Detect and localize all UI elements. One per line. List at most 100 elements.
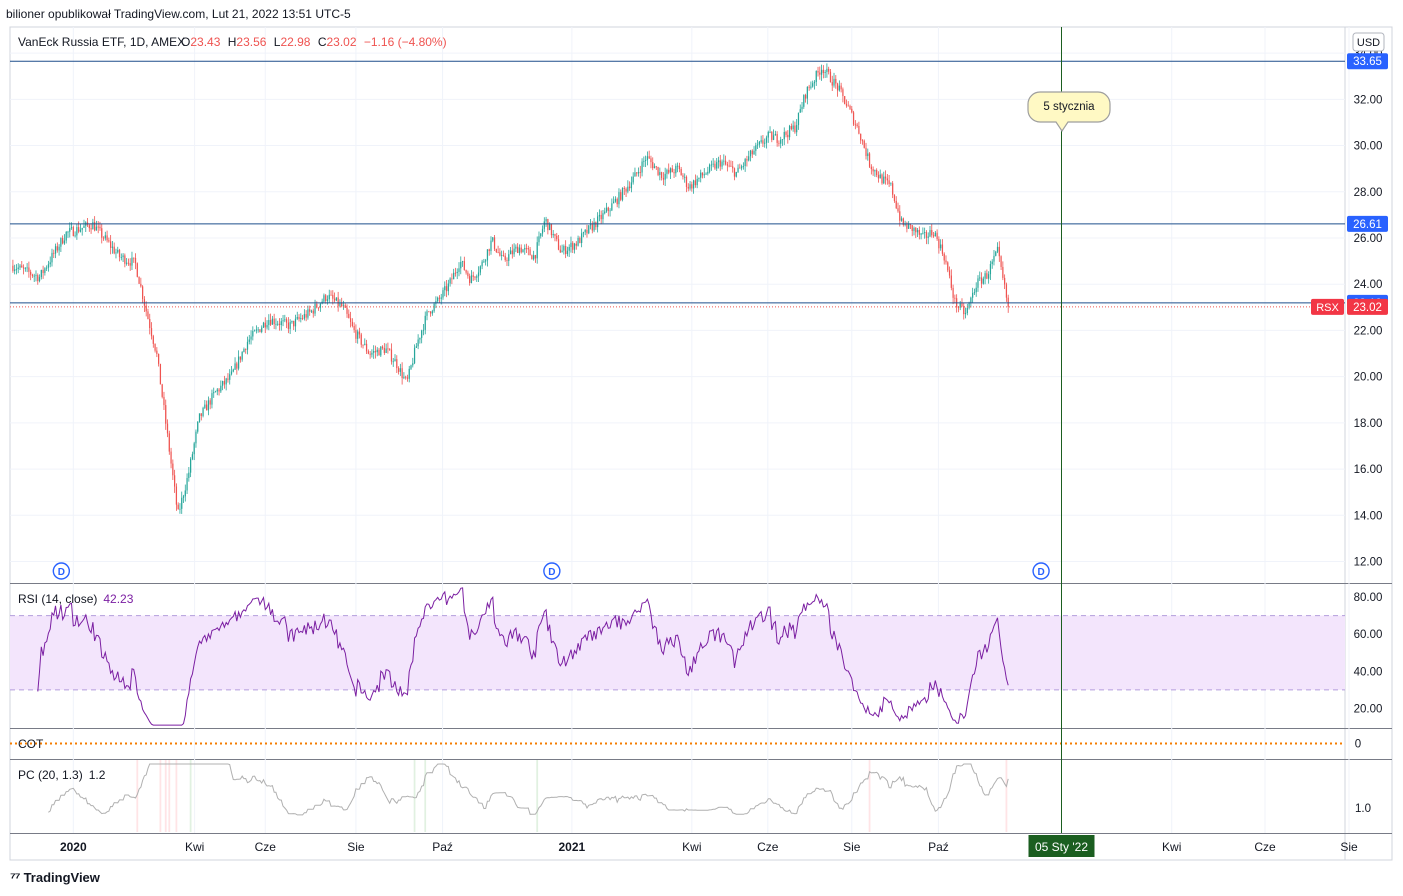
candle-body bbox=[301, 318, 304, 319]
candle-body bbox=[469, 276, 471, 283]
candle-body bbox=[236, 363, 238, 369]
candle-body bbox=[662, 177, 665, 180]
candle-body bbox=[223, 381, 226, 385]
candle-body bbox=[234, 363, 236, 370]
dividend-marker bbox=[543, 562, 561, 580]
candle-body bbox=[220, 385, 222, 392]
candle-body bbox=[609, 210, 611, 212]
candle-body bbox=[742, 166, 744, 167]
candle-body bbox=[367, 351, 369, 354]
candle-body bbox=[298, 317, 300, 320]
candle-body bbox=[724, 160, 727, 165]
candle-body bbox=[700, 172, 702, 178]
candle-body bbox=[792, 125, 794, 130]
candle-body bbox=[451, 278, 453, 280]
date-tag-label: 05 Sty '22 bbox=[1035, 840, 1088, 854]
candle-body bbox=[746, 159, 748, 161]
candle-body bbox=[520, 247, 522, 253]
candle-body bbox=[186, 478, 188, 491]
candle-body bbox=[815, 71, 817, 82]
candle-body bbox=[998, 246, 1000, 257]
candle-body bbox=[803, 95, 805, 107]
candle-body bbox=[996, 246, 999, 252]
candle-body bbox=[573, 243, 576, 250]
candle-body bbox=[817, 71, 819, 73]
candle-body bbox=[796, 125, 798, 133]
candle-body bbox=[874, 170, 876, 172]
candle-body bbox=[877, 175, 880, 179]
candle-body bbox=[801, 106, 803, 110]
candle-body bbox=[785, 131, 787, 135]
candle-body bbox=[410, 365, 412, 369]
candle-body bbox=[70, 227, 73, 229]
candle-body bbox=[868, 153, 871, 167]
candle-body bbox=[890, 183, 892, 185]
candle-body bbox=[737, 167, 739, 172]
candle-body bbox=[227, 378, 229, 380]
candle-body bbox=[95, 226, 98, 231]
candle-body bbox=[900, 218, 903, 221]
candle-body bbox=[692, 180, 695, 189]
candle-body bbox=[541, 228, 544, 234]
rsi-tick-label: 80.00 bbox=[1354, 592, 1383, 604]
candle-body bbox=[307, 309, 309, 318]
candle-body bbox=[218, 389, 220, 392]
candle-body bbox=[60, 238, 62, 247]
candle-body bbox=[458, 268, 460, 272]
candle-body bbox=[748, 156, 750, 161]
candle-body bbox=[561, 250, 563, 253]
candle-body bbox=[53, 252, 55, 254]
candle-body bbox=[285, 319, 288, 323]
candle-body bbox=[62, 238, 64, 244]
candle-body bbox=[605, 207, 608, 212]
candle-body bbox=[641, 161, 643, 173]
currency-button[interactable]: USD bbox=[1352, 32, 1385, 52]
annotation-callout[interactable]: 5 stycznia bbox=[1027, 91, 1111, 133]
candle-body bbox=[373, 351, 375, 353]
candle-body bbox=[444, 286, 446, 291]
candle-body bbox=[241, 352, 243, 360]
candle-body bbox=[490, 240, 492, 252]
candle-body bbox=[712, 163, 714, 165]
candle-body bbox=[982, 278, 984, 284]
candle-body bbox=[486, 249, 489, 261]
candle-body bbox=[545, 219, 547, 222]
candle-body bbox=[163, 396, 165, 406]
candle-body bbox=[678, 165, 681, 170]
candle-body bbox=[508, 254, 510, 261]
candle-body bbox=[518, 247, 521, 254]
candle-body bbox=[799, 109, 801, 113]
pc-legend: PC (20, 1.3) 1.2 bbox=[18, 768, 106, 782]
candle-body bbox=[401, 368, 403, 379]
candle-body bbox=[753, 150, 755, 155]
candle-body bbox=[957, 307, 960, 309]
candle-body bbox=[143, 299, 146, 306]
candle-body bbox=[829, 71, 832, 83]
candle-body bbox=[586, 229, 588, 234]
candle-body bbox=[97, 226, 99, 228]
footer-brand[interactable]: ⁷⁷ TradingView bbox=[10, 869, 100, 885]
candle-body bbox=[17, 267, 19, 270]
candle-body bbox=[634, 172, 636, 177]
candle-body bbox=[920, 233, 922, 235]
candle-body bbox=[552, 234, 554, 236]
candle-body bbox=[296, 317, 298, 319]
candle-body bbox=[453, 272, 455, 280]
candle-body bbox=[872, 169, 874, 172]
candle-body bbox=[691, 184, 693, 189]
candle-body bbox=[895, 200, 897, 209]
candle-body bbox=[884, 176, 887, 179]
price-tick-label: 14.00 bbox=[1354, 510, 1383, 522]
candle-body bbox=[198, 413, 201, 422]
candle-body bbox=[483, 261, 485, 263]
candle-body bbox=[822, 69, 824, 73]
candle-body bbox=[145, 305, 147, 312]
price-tick-label: 28.00 bbox=[1354, 187, 1383, 199]
candle-body bbox=[680, 169, 682, 176]
candle-body bbox=[325, 295, 327, 301]
candle-body bbox=[696, 178, 698, 186]
candle-body bbox=[250, 336, 252, 340]
candle-body bbox=[488, 249, 490, 252]
candle-body bbox=[193, 443, 195, 455]
